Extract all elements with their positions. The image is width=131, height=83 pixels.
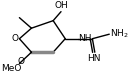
- Text: NH: NH: [78, 34, 92, 43]
- Text: HN: HN: [88, 54, 101, 63]
- Text: O: O: [11, 34, 18, 43]
- Text: O: O: [18, 57, 25, 66]
- Text: OH: OH: [54, 1, 68, 10]
- Text: MeO: MeO: [1, 64, 22, 73]
- Text: NH$_2$: NH$_2$: [110, 28, 129, 40]
